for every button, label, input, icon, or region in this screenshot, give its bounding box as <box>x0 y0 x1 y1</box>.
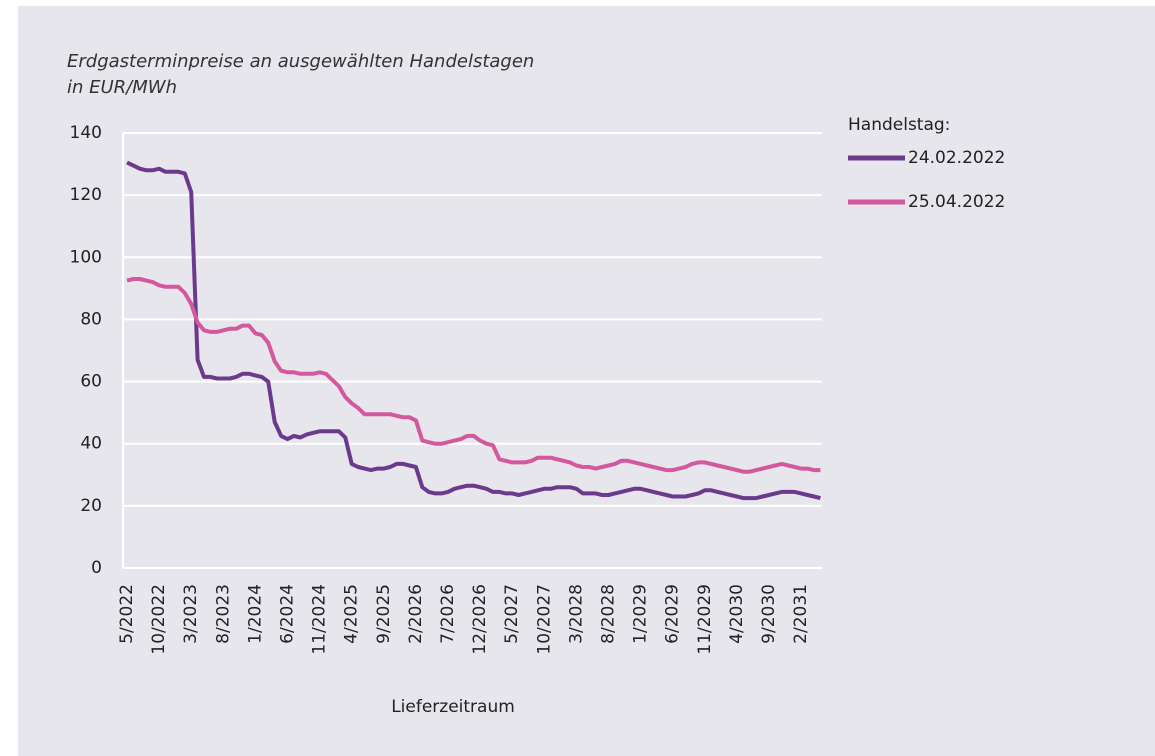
x-tick-label: 10/2022 <box>149 584 169 655</box>
legend-title: Handelstag: <box>848 115 950 135</box>
x-tick-label: 5/2027 <box>502 584 522 644</box>
y-tick-label: 0 <box>91 558 102 578</box>
x-tick-label: 4/2030 <box>727 584 747 644</box>
x-tick-label: 1/2029 <box>631 584 651 644</box>
x-tick-label: 6/2024 <box>278 584 298 644</box>
x-tick-label: 2/2031 <box>791 584 811 644</box>
x-tick-label: 11/2024 <box>310 584 330 655</box>
x-tick-label: 1/2024 <box>245 584 265 644</box>
x-tick-label: 4/2025 <box>342 584 362 644</box>
chart-title: Erdgasterminpreise an ausgewählten Hande… <box>67 51 534 98</box>
x-tick-label: 2/2026 <box>406 584 426 644</box>
x-tick-label: 7/2026 <box>438 584 458 644</box>
x-tick-label: 3/2023 <box>181 584 201 644</box>
x-tick-label: 8/2028 <box>599 584 619 644</box>
y-tick-label: 20 <box>80 496 102 516</box>
x-axis-label: Lieferzeitraum <box>391 697 515 717</box>
legend-label: 25.04.2022 <box>908 192 1005 212</box>
x-tick-label: 6/2029 <box>663 584 683 644</box>
y-tick-label: 80 <box>80 309 102 329</box>
line-series <box>126 160 821 501</box>
legend-label: 24.02.2022 <box>908 148 1005 168</box>
y-tick-label: 60 <box>80 372 102 392</box>
x-tick-label: 10/2027 <box>534 584 554 655</box>
y-tick-label: 140 <box>70 123 102 143</box>
x-tick-label: 5/2022 <box>117 584 137 644</box>
y-tick-label: 40 <box>80 434 102 454</box>
y-tick-label: 100 <box>70 247 102 267</box>
x-tick-label: 8/2023 <box>213 584 233 644</box>
x-tick-label: 11/2029 <box>695 584 715 655</box>
x-tick-label: 9/2025 <box>374 584 394 644</box>
line-series <box>126 277 821 474</box>
x-tick-label: 12/2026 <box>470 584 490 655</box>
x-tick-label: 3/2028 <box>566 584 586 644</box>
y-tick-label: 120 <box>70 185 102 205</box>
x-tick-label: 9/2030 <box>759 584 779 644</box>
